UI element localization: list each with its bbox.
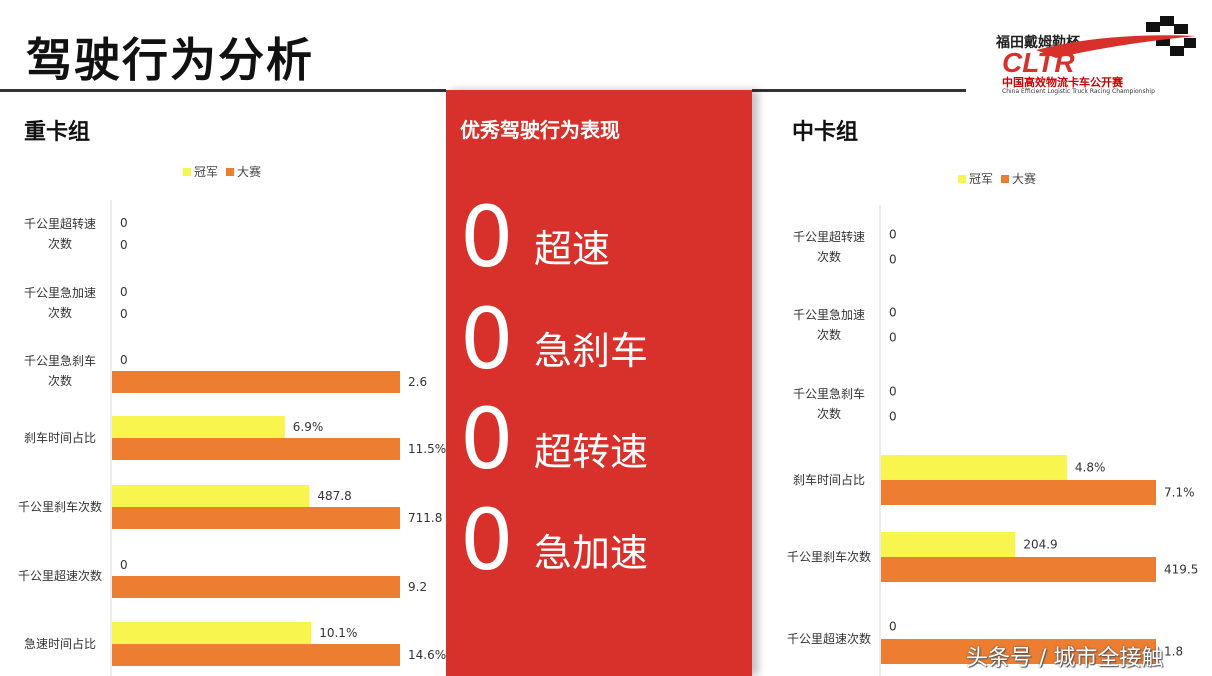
medium-data-label: 0 xyxy=(889,306,897,320)
heavy-legend-champion-label: 冠军 xyxy=(194,165,219,179)
heavy-data-label: 11.5% xyxy=(408,442,446,456)
medium-data-label: 7.1% xyxy=(1164,486,1195,500)
medium-data-label: 0 xyxy=(889,228,897,242)
medium-category-label: 千公里急刹车 xyxy=(793,386,865,401)
logo-subtitle-cn: 中国高效物流卡车公开赛 xyxy=(1002,76,1123,89)
medium-truck-group-title: 中卡组 xyxy=(792,120,859,145)
title-divider-right xyxy=(752,89,966,92)
medium-data-label: 0 xyxy=(889,331,897,345)
heavy-category-label: 千公里超转速 xyxy=(24,216,96,231)
medium-data-label: 0 xyxy=(889,385,897,399)
medium-bar-contest xyxy=(881,480,1156,505)
cltr-logo: 福田戴姆勒杯 CLTR 中国高效物流卡车公开赛 China Efficient … xyxy=(996,14,1202,98)
heavy-legend-champion: 冠军 xyxy=(183,163,218,180)
heavy-data-label: 9.2 xyxy=(408,580,427,594)
heavy-category-label: 次数 xyxy=(48,236,72,251)
medium-bar-contest xyxy=(881,557,1156,582)
heavy-category-label: 千公里刹车次数 xyxy=(18,499,102,514)
legend-swatch xyxy=(183,167,191,176)
heavy-category-label: 次数 xyxy=(48,305,72,320)
medium-data-label: 0 xyxy=(889,253,897,267)
heavy-bar-champion xyxy=(112,485,310,507)
label-hard-accel: 急加速 xyxy=(534,531,649,575)
medium-legend-champion-label: 冠军 xyxy=(969,172,994,186)
logo-subtitle-en: China Efficient Logistic Truck Racing Ch… xyxy=(1002,88,1155,95)
heavy-data-label: 14.6% xyxy=(408,648,446,662)
heavy-category-label: 次数 xyxy=(48,373,72,388)
label-hard-braking: 急刹车 xyxy=(534,329,649,373)
heavy-data-label: 0 xyxy=(120,353,128,367)
heavy-category-label: 千公里急刹车 xyxy=(24,353,96,368)
logo-graphic: CLTR xyxy=(1002,16,1196,78)
medium-category-label: 次数 xyxy=(817,249,841,264)
medium-category-label: 千公里超速次数 xyxy=(787,631,871,646)
heavy-category-label: 急速时间占比 xyxy=(24,636,96,651)
heavy-data-label: 0 xyxy=(120,307,128,321)
medium-data-label: 419.5 xyxy=(1164,563,1198,577)
highlight-panel: 优秀驾驶行为表现 0 超速 0 急刹车 0 超转速 0 急加速 xyxy=(446,90,752,676)
medium-bar-champion xyxy=(881,532,1016,557)
heavy-bar-contest xyxy=(112,371,400,393)
zero-value-hard-braking: 0 xyxy=(460,290,514,388)
medium-data-label: 204.9 xyxy=(1023,538,1057,552)
medium-data-label: 0 xyxy=(889,410,897,424)
heavy-bar-contest xyxy=(112,507,400,529)
heavy-truck-group-title: 重卡组 xyxy=(24,120,91,145)
medium-category-label: 次数 xyxy=(817,406,841,421)
heavy-data-label: 0 xyxy=(120,238,128,252)
label-over-rev: 超转速 xyxy=(534,430,649,474)
medium-bar-contest xyxy=(881,639,1156,664)
heavy-data-label: 6.9% xyxy=(293,420,324,434)
heavy-bar-contest xyxy=(112,576,400,598)
medium-legend-champion: 冠军 xyxy=(958,170,993,187)
heavy-bar-contest xyxy=(112,438,400,460)
medium-data-label: 1.8 xyxy=(1164,645,1183,659)
heavy-data-label: 487.8 xyxy=(317,489,351,503)
legend-swatch xyxy=(226,167,235,176)
zero-value-over-rev: 0 xyxy=(460,390,514,488)
medium-category-label: 次数 xyxy=(817,327,841,342)
logo-wordmark: CLTR xyxy=(1002,47,1075,78)
medium-legend: 冠军 大赛 xyxy=(958,170,1044,187)
heavy-bar-champion xyxy=(112,622,312,644)
heavy-legend-contest: 大赛 xyxy=(226,163,261,180)
medium-legend-contest-label: 大赛 xyxy=(1012,172,1037,186)
heavy-data-label: 0 xyxy=(120,558,128,572)
heavy-category-label: 刹车时间占比 xyxy=(24,430,96,445)
title-divider-left xyxy=(0,89,446,92)
heavy-category-label: 千公里急加速 xyxy=(24,285,96,300)
heavy-data-label: 10.1% xyxy=(319,626,357,640)
medium-legend-contest: 大赛 xyxy=(1001,170,1036,187)
panel-title: 优秀驾驶行为表现 xyxy=(460,118,620,142)
heavy-data-label: 2.6 xyxy=(408,375,427,389)
zero-value-hard-accel: 0 xyxy=(460,491,514,589)
medium-category-label: 千公里刹车次数 xyxy=(787,549,871,564)
page-title: 驾驶行为分析 xyxy=(26,33,314,87)
heavy-data-label: 0 xyxy=(120,216,128,230)
medium-category-label: 刹车时间占比 xyxy=(793,472,865,487)
legend-swatch xyxy=(958,174,966,183)
medium-category-label: 千公里急加速 xyxy=(793,307,865,322)
medium-category-label: 千公里超转速 xyxy=(793,229,865,244)
heavy-legend-contest-label: 大赛 xyxy=(237,165,262,179)
heavy-data-label: 0 xyxy=(120,285,128,299)
medium-bar-champion xyxy=(881,455,1067,480)
heavy-legend: 冠军 大赛 xyxy=(183,163,269,180)
heavy-data-label: 711.8 xyxy=(408,511,442,525)
heavy-bar-contest xyxy=(112,644,400,666)
medium-data-label: 0 xyxy=(889,620,897,634)
label-speeding: 超速 xyxy=(534,227,611,271)
heavy-bar-champion xyxy=(112,416,285,438)
legend-swatch xyxy=(1001,174,1010,183)
medium-data-label: 4.8% xyxy=(1075,461,1106,475)
heavy-category-label: 千公里超速次数 xyxy=(18,568,102,583)
watermark: 头条号 / 城市全接触 xyxy=(966,646,1164,671)
zero-value-speeding: 0 xyxy=(460,188,514,286)
